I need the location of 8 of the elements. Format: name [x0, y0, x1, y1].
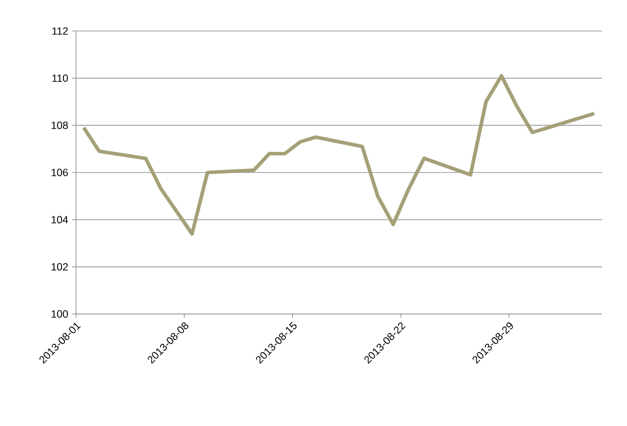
y-tick-label: 112 — [52, 27, 68, 35]
y-tick-label: 106 — [52, 168, 68, 176]
y-tick-label: 104 — [52, 216, 68, 224]
y-tick-label: 108 — [52, 122, 68, 130]
y-tick-label: 102 — [52, 263, 68, 271]
y-tick-label: 110 — [52, 74, 68, 82]
y-tick-label: 100 — [52, 310, 68, 318]
line-series — [82, 74, 596, 236]
